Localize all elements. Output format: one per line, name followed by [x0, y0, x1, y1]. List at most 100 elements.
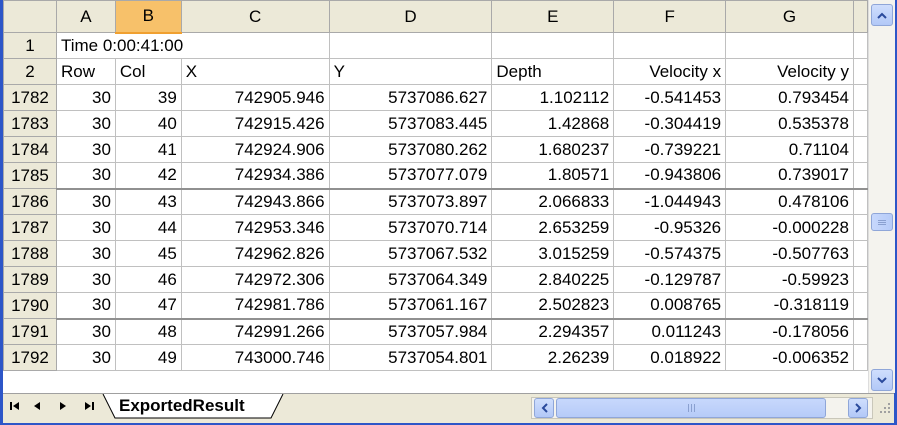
header-cell-depth[interactable]: Depth [491, 58, 615, 85]
vertical-scroll-thumb[interactable] [871, 213, 893, 231]
y-cell[interactable]: 5737064.349 [328, 266, 493, 293]
cell[interactable] [852, 317, 868, 345]
velocity-y-cell[interactable]: 0.739017 [725, 162, 854, 189]
row-header[interactable]: 1788 [3, 240, 57, 267]
velocity-x-cell[interactable]: -0.95326 [613, 214, 727, 241]
x-cell[interactable]: 742915.426 [180, 110, 330, 137]
depth-cell[interactable]: 3.015259 [491, 240, 615, 267]
cell[interactable] [852, 110, 868, 137]
cell[interactable] [852, 292, 868, 319]
depth-cell[interactable]: 1.42868 [491, 110, 615, 137]
cell[interactable] [491, 32, 615, 59]
arrow-up-icon[interactable] [871, 4, 893, 26]
row-cell[interactable]: 30 [55, 317, 116, 345]
last-sheet-icon[interactable] [83, 401, 95, 415]
row-header[interactable]: 1782 [3, 84, 57, 111]
row-cell[interactable]: 30 [55, 162, 116, 189]
velocity-y-cell[interactable]: 0.793454 [725, 84, 854, 111]
y-cell[interactable]: 5737061.167 [328, 292, 493, 319]
col-cell[interactable]: 44 [114, 214, 182, 241]
x-cell[interactable]: 742962.826 [180, 240, 330, 267]
header-cell-x[interactable]: X [180, 58, 330, 85]
arrow-left-icon[interactable] [534, 398, 554, 418]
select-all-corner[interactable] [3, 0, 57, 33]
row-header[interactable]: 1785 [3, 162, 57, 189]
x-cell[interactable]: 742905.946 [180, 84, 330, 111]
x-cell[interactable]: 742943.866 [180, 187, 330, 215]
row-cell[interactable]: 30 [55, 266, 116, 293]
y-cell[interactable]: 5737067.532 [328, 240, 493, 267]
velocity-y-cell[interactable]: -0.000228 [725, 214, 854, 241]
depth-cell[interactable]: 1.80571 [491, 162, 615, 189]
velocity-y-cell[interactable]: -0.507763 [725, 240, 854, 267]
column-header-c[interactable]: C [180, 0, 330, 33]
velocity-y-cell[interactable]: -0.318119 [725, 292, 854, 319]
arrow-down-icon[interactable] [871, 369, 893, 391]
column-header-d[interactable]: D [328, 0, 493, 33]
velocity-y-cell[interactable]: 0.71104 [725, 136, 854, 163]
row-header[interactable]: 1787 [3, 214, 57, 241]
velocity-x-cell[interactable]: 0.018922 [613, 344, 727, 371]
row-header[interactable]: 1783 [3, 110, 57, 137]
velocity-y-cell[interactable]: -0.59923 [725, 266, 854, 293]
cell[interactable] [852, 344, 868, 371]
header-cell-y[interactable]: Y [328, 58, 493, 85]
velocity-y-cell[interactable]: -0.178056 [725, 317, 854, 345]
sheet-tab-exportedresult[interactable]: ExportedResult [119, 396, 245, 415]
x-cell[interactable]: 742991.266 [180, 317, 330, 345]
col-cell[interactable]: 43 [114, 187, 182, 215]
header-cell-col[interactable]: Col [114, 58, 182, 85]
col-cell[interactable]: 39 [114, 84, 182, 111]
velocity-x-cell[interactable]: -1.044943 [613, 187, 727, 215]
x-cell[interactable]: 742972.306 [180, 266, 330, 293]
velocity-x-cell[interactable]: -0.541453 [613, 84, 727, 111]
col-cell[interactable]: 41 [114, 136, 182, 163]
spreadsheet-grid[interactable]: A B C D E F G 1 Time 0:00:41:00 2 Row [3, 0, 868, 393]
depth-cell[interactable]: 2.26239 [491, 344, 615, 371]
vertical-scrollbar[interactable] [868, 0, 895, 393]
row-cell[interactable]: 30 [55, 84, 116, 111]
row-header[interactable]: 1784 [3, 136, 57, 163]
velocity-x-cell[interactable]: -0.739221 [613, 136, 727, 163]
y-cell[interactable]: 5737054.801 [328, 344, 493, 371]
col-cell[interactable]: 48 [114, 317, 182, 345]
x-cell[interactable]: 742924.906 [180, 136, 330, 163]
row-cell[interactable]: 30 [55, 292, 116, 319]
cell[interactable] [852, 84, 868, 111]
column-header-b[interactable]: B [114, 0, 182, 34]
depth-cell[interactable]: 2.653259 [491, 214, 615, 241]
y-cell[interactable]: 5737073.897 [328, 187, 493, 215]
x-cell[interactable]: 742981.786 [180, 292, 330, 319]
depth-cell[interactable]: 2.502823 [491, 292, 615, 319]
cell[interactable] [328, 32, 493, 59]
horizontal-scroll-thumb[interactable] [556, 398, 826, 418]
column-header-h[interactable] [852, 0, 868, 33]
depth-cell[interactable]: 1.680237 [491, 136, 615, 163]
y-cell[interactable]: 5737083.445 [328, 110, 493, 137]
col-cell[interactable]: 47 [114, 292, 182, 319]
header-cell-velocity-y[interactable]: Velocity y [725, 58, 854, 85]
row-header[interactable]: 1 [3, 32, 57, 59]
row-header[interactable]: 1791 [3, 318, 57, 345]
velocity-x-cell[interactable]: -0.574375 [613, 240, 727, 267]
x-cell[interactable]: 742953.346 [180, 214, 330, 241]
cell[interactable] [852, 240, 868, 267]
prev-sheet-icon[interactable] [33, 401, 41, 415]
col-cell[interactable]: 46 [114, 266, 182, 293]
y-cell[interactable]: 5737077.079 [328, 162, 493, 189]
header-cell-row[interactable]: Row [55, 58, 116, 85]
cell[interactable] [852, 187, 868, 215]
y-cell[interactable]: 5737086.627 [328, 84, 493, 111]
velocity-x-cell[interactable]: 0.011243 [613, 317, 727, 345]
arrow-right-icon[interactable] [848, 398, 868, 418]
row-header[interactable]: 1792 [3, 344, 57, 371]
row-cell[interactable]: 30 [55, 214, 116, 241]
cell[interactable] [852, 32, 868, 59]
next-sheet-icon[interactable] [59, 401, 67, 415]
col-cell[interactable]: 45 [114, 240, 182, 267]
velocity-y-cell[interactable]: -0.006352 [725, 344, 854, 371]
column-header-e[interactable]: E [491, 0, 615, 33]
column-header-g[interactable]: G [725, 0, 854, 33]
header-cell-velocity-x[interactable]: Velocity x [613, 58, 727, 85]
col-cell[interactable]: 49 [114, 344, 182, 371]
